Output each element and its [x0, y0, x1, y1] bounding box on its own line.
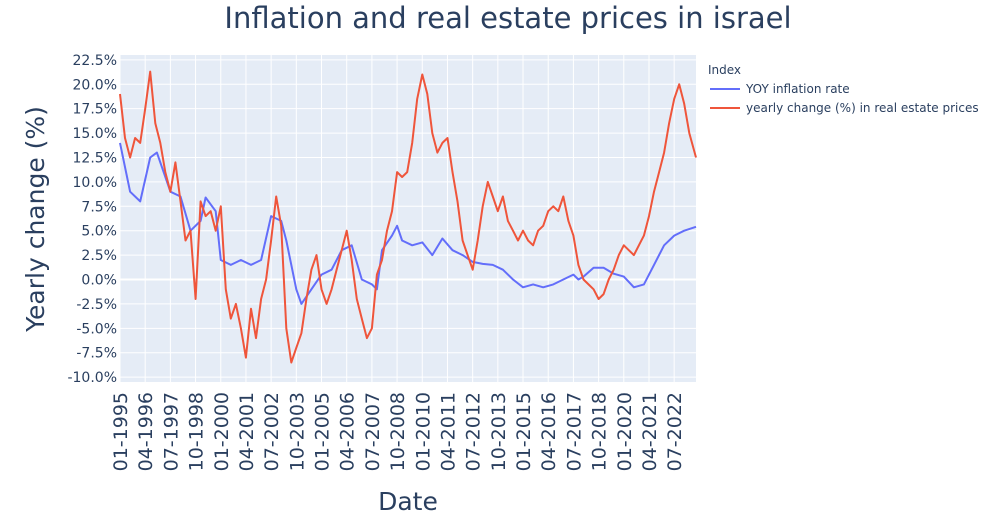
series-line-1 [119, 70, 697, 364]
y-tick-label: 22.5% [73, 53, 117, 69]
x-tick-label: 07-2007 [362, 392, 384, 471]
y-tick-label: 0.0% [81, 273, 117, 289]
x-axis-title: Date [378, 487, 438, 516]
x-tick-label: 10-2013 [488, 392, 510, 471]
x-tick-label: 10-2003 [286, 392, 308, 471]
x-tick-label: 07-2017 [563, 392, 585, 471]
y-tick-label: 20.0% [73, 77, 117, 93]
x-tick-label: 04-2021 [639, 392, 661, 471]
series-layer [119, 70, 697, 364]
y-tick-label: -2.5% [76, 297, 117, 313]
x-tick-label: 04-1996 [135, 392, 157, 471]
y-tick-label: -7.5% [76, 346, 117, 362]
series-line-0 [119, 142, 697, 305]
x-tick-label: 07-1997 [160, 392, 182, 471]
x-tick-label: 07-2002 [261, 392, 283, 471]
y-axis-ticks: -10.0% -7.5% -5.0% -2.5% 0.0% 2.5% 5.0% 7.5% 10.… [67, 53, 117, 386]
y-tick-label: 5.0% [81, 224, 117, 240]
x-tick-label: 04-2016 [538, 392, 560, 471]
y-tick-label: 17.5% [73, 102, 117, 118]
x-tick-label: 07-2012 [463, 392, 485, 471]
legend: Index YOY inflation rate yearly change (… [708, 63, 979, 115]
x-tick-label: 10-1998 [186, 392, 208, 471]
x-tick-label: 01-2000 [211, 392, 233, 471]
x-tick-label: 07-2022 [664, 392, 686, 471]
x-tick-label: 01-2005 [312, 392, 334, 471]
x-tick-label: 01-1995 [110, 392, 132, 471]
y-tick-label: -10.0% [67, 370, 117, 386]
x-tick-label: 04-2006 [337, 392, 359, 471]
y-tick-label: 15.0% [73, 126, 117, 142]
x-axis-ticks: 01-1995 04-1996 07-1997 10-1998 01-2000 04-20… [110, 392, 686, 471]
y-tick-label: 12.5% [73, 150, 117, 166]
x-tick-label: 01-2020 [614, 392, 636, 471]
x-tick-label: 04-2001 [236, 392, 258, 471]
plot-area [120, 55, 696, 382]
x-tick-label: 10-2008 [387, 392, 409, 471]
legend-label-real-estate: yearly change (%) in real estate prices [746, 101, 979, 115]
y-tick-label: 2.5% [81, 248, 117, 264]
grid-lines [119, 55, 696, 382]
legend-title: Index [708, 63, 741, 77]
legend-label-inflation: YOY inflation rate [745, 82, 850, 96]
y-axis-title: Yearly change (%) [21, 106, 50, 333]
y-tick-label: 7.5% [81, 199, 117, 215]
x-tick-label: 10-2018 [589, 392, 611, 471]
y-tick-label: 10.0% [73, 175, 117, 191]
chart-title: Inflation and real estate prices in isra… [224, 1, 791, 35]
x-tick-label: 01-2015 [513, 392, 535, 471]
x-tick-label: 01-2010 [412, 392, 434, 471]
y-tick-label: -5.0% [76, 321, 117, 337]
x-tick-label: 04-2011 [437, 392, 459, 471]
